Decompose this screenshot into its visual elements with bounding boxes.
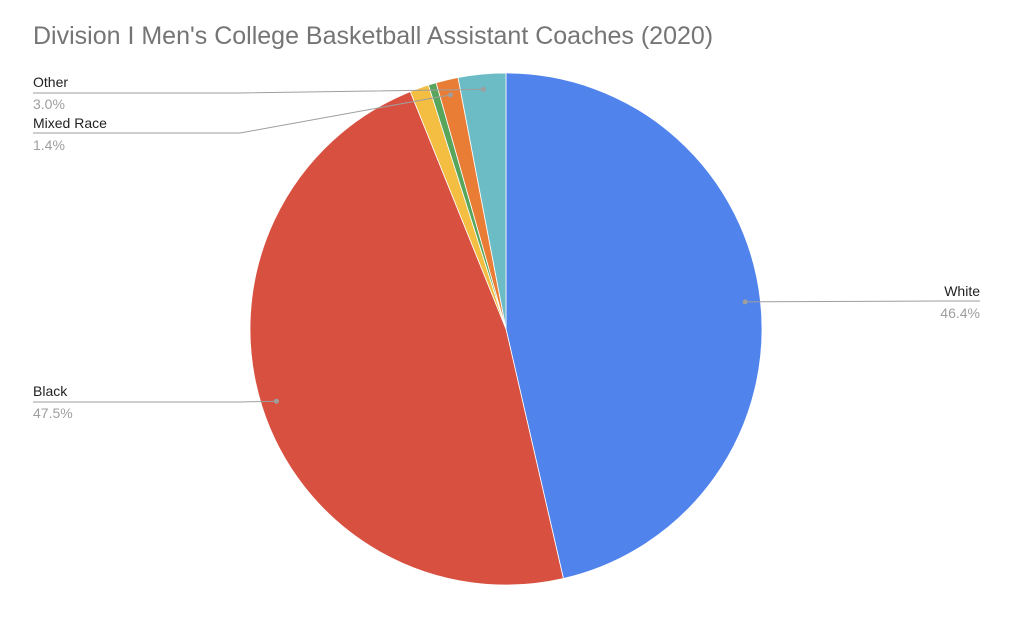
slice-value-black: 47.5% — [33, 405, 73, 421]
pie-slice-black — [249, 91, 564, 586]
slice-value-mixed-race: 1.4% — [33, 137, 65, 153]
slice-value-white: 46.4% — [940, 305, 980, 321]
chart-title: Division I Men's College Basketball Assi… — [33, 22, 714, 50]
slice-value-other: 3.0% — [33, 96, 65, 112]
pie-slice-white — [505, 72, 763, 579]
slice-label-mixed-race: Mixed Race — [33, 115, 107, 131]
leader-line-other — [33, 88, 484, 94]
pie-slice-other — [457, 72, 507, 330]
slice-label-white: White — [944, 283, 980, 299]
slice-label-other: Other — [33, 74, 68, 90]
slice-label-black: Black — [33, 383, 68, 399]
leader-line-white — [745, 300, 980, 303]
leader-line-mixed-race — [33, 94, 451, 134]
leader-line-black — [33, 400, 277, 403]
